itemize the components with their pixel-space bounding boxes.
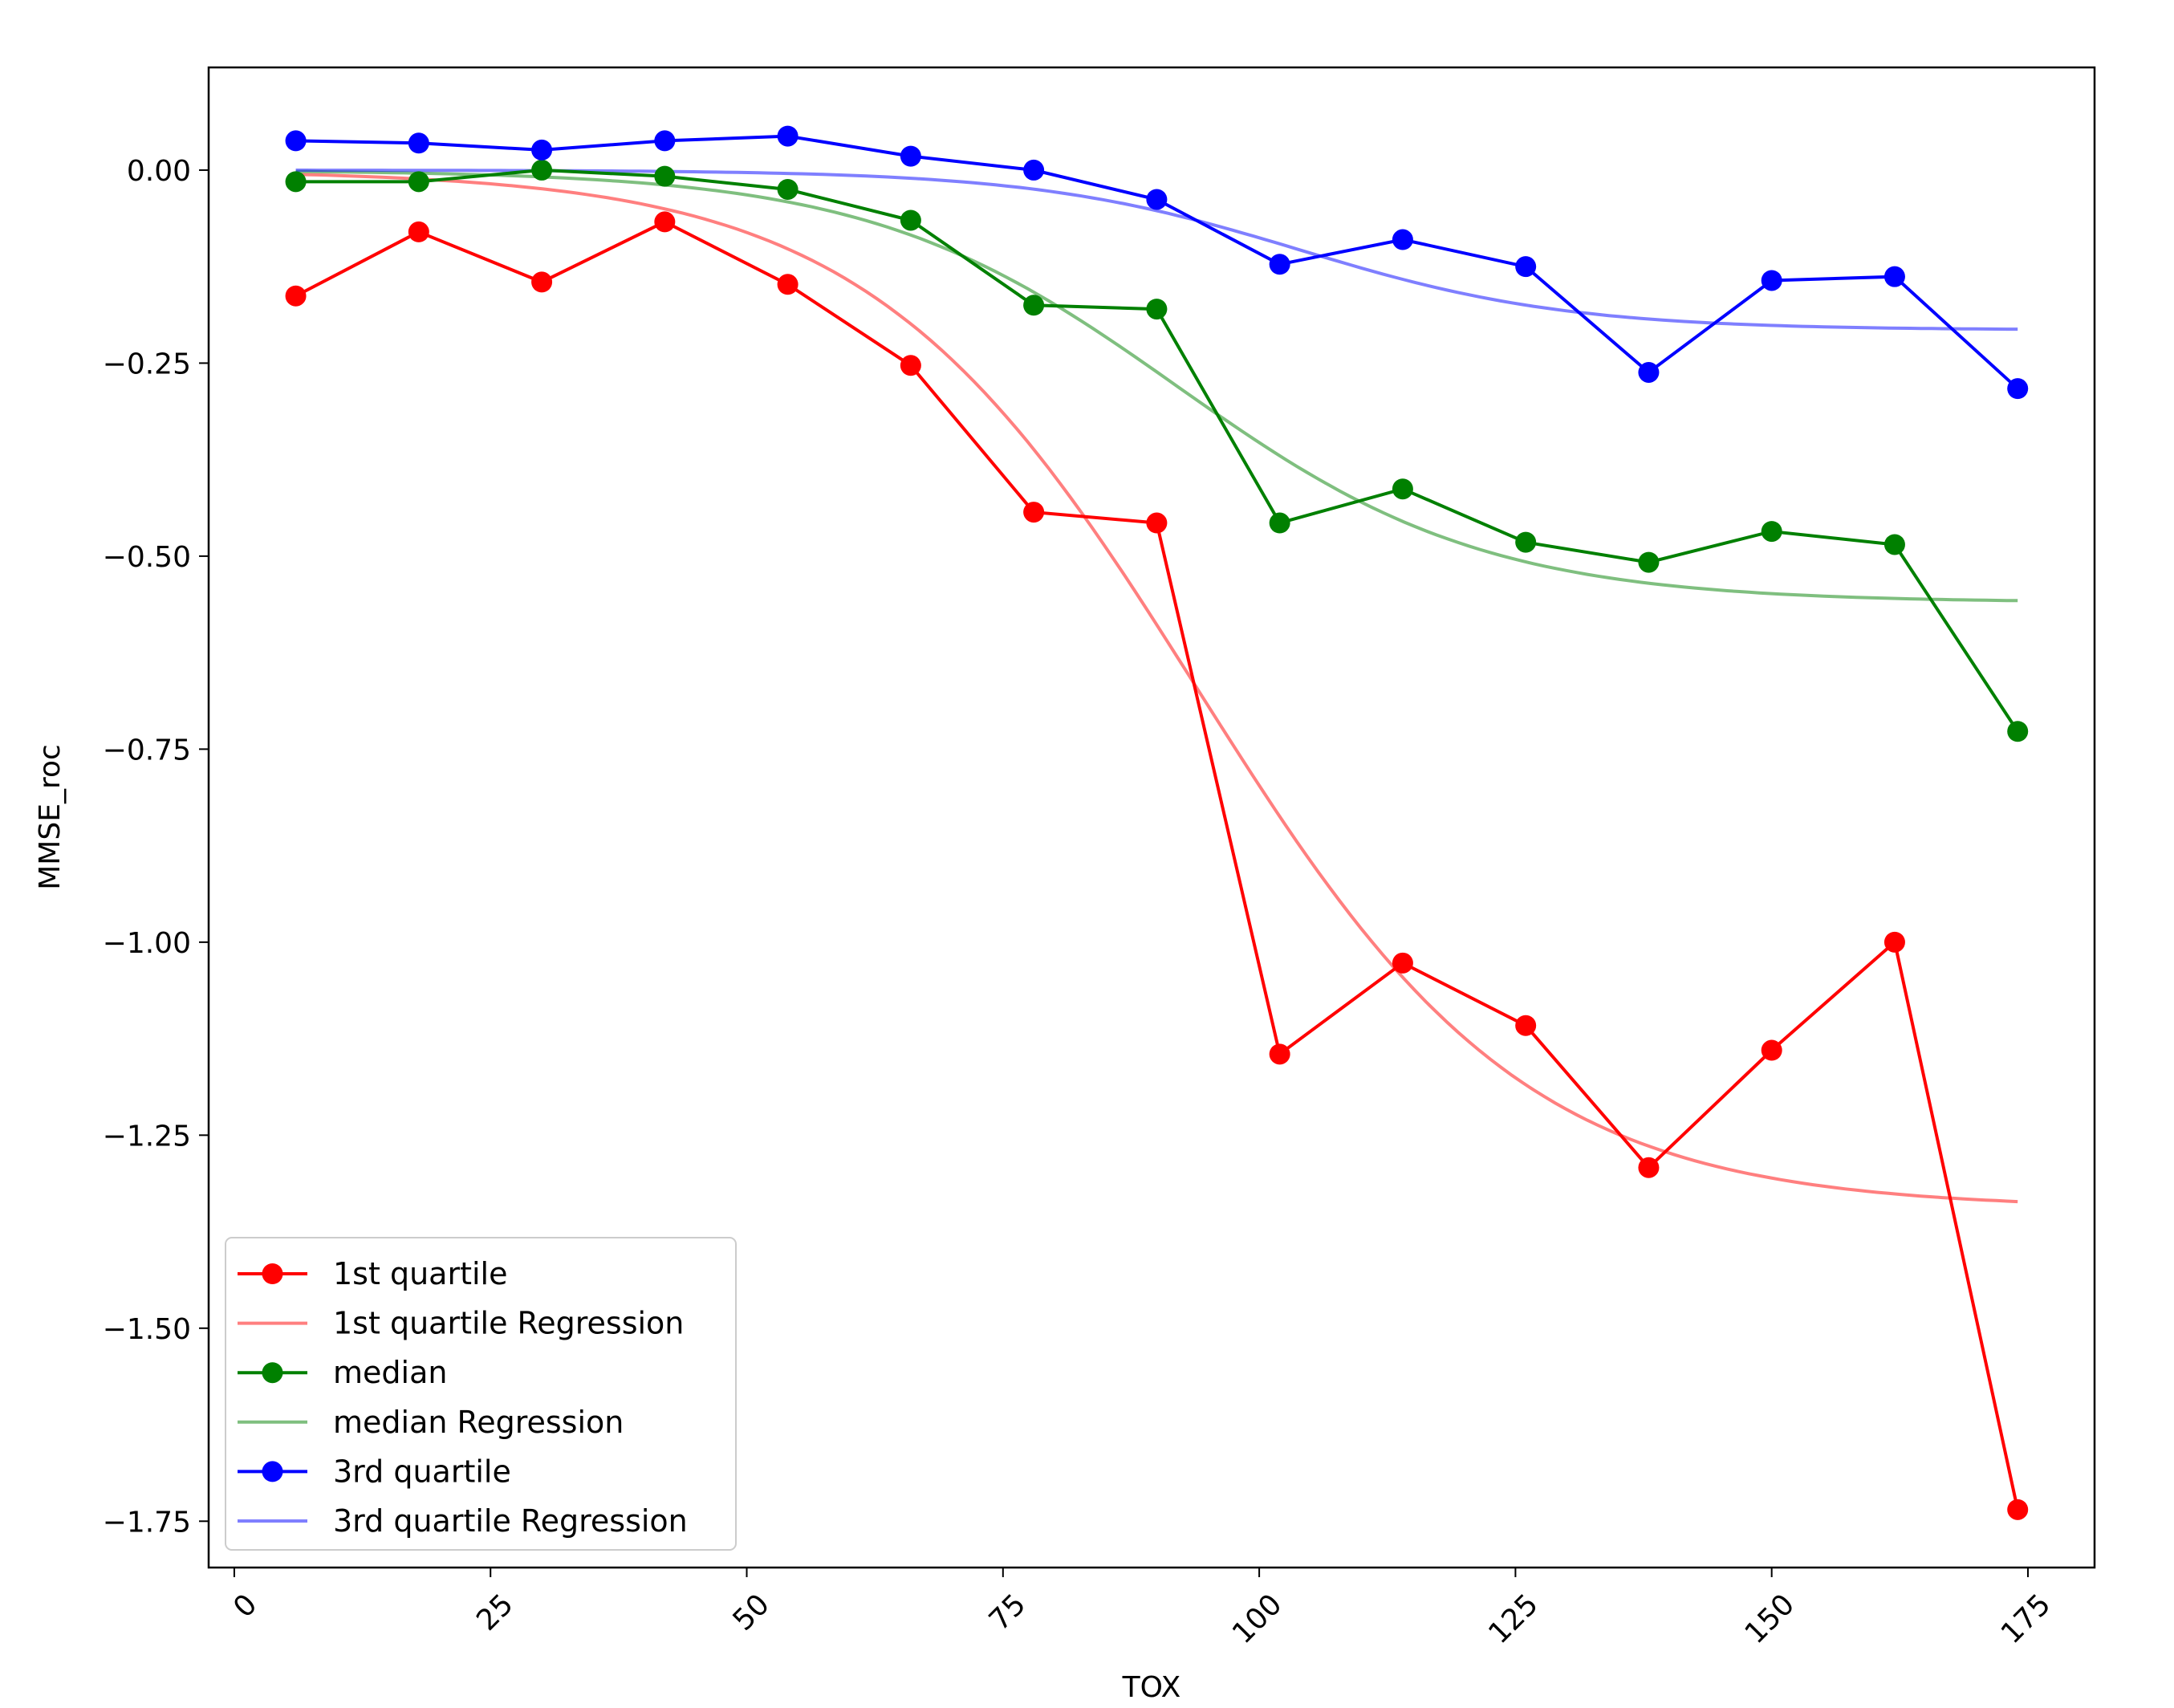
legend-box [225,1237,737,1551]
data-point [1146,189,1168,210]
data-point [1883,931,1905,953]
legend-swatch-marker [262,1362,283,1384]
data-point [654,211,676,233]
plot-frame [207,66,2096,1569]
data-point [900,355,921,376]
data-point [1515,256,1537,278]
data-point [531,139,553,161]
data-point [1392,952,1413,974]
legend-swatch-marker [262,1461,283,1482]
data-point [1392,478,1413,500]
data-point [285,130,307,152]
y-axis: 0.00 −0.25 −0.50 −0.75 −1.00 −1.25 −1.50 −1.75 [103,155,209,1539]
y-tick-label: −1.50 [103,1313,191,1346]
y-tick-label: −1.75 [103,1506,191,1539]
data-point [285,171,307,193]
data-point [2007,721,2029,742]
data-point [1515,1015,1537,1036]
legend-item: 3rd quartile [238,1454,511,1489]
y-tick-label: −1.25 [103,1120,191,1153]
data-point [777,274,798,295]
data-point [408,221,429,242]
data-point [900,209,921,231]
legend-label: 1st quartile Regression [333,1306,684,1341]
y-tick-label: −0.50 [103,541,191,574]
data-point [654,165,676,187]
data-point [777,125,798,147]
series-median [285,159,2029,742]
x-axis-label: TOX [1122,1671,1181,1704]
regression-line [295,169,2018,603]
data-point [1146,299,1168,320]
data-point [654,130,676,152]
data-point [408,132,429,154]
data-point [1023,502,1045,523]
legend-label: median [333,1355,447,1390]
legend-label: 1st quartile [333,1256,507,1291]
legend-label: 3rd quartile Regression [333,1503,688,1539]
data-point [1269,1043,1290,1065]
regression-line [295,173,2018,1204]
data-point [408,171,429,193]
legend-label: median Regression [333,1405,624,1440]
data-point [1146,512,1168,534]
series-layer [285,125,2029,1520]
series-1st-quartile [285,211,2029,1520]
legend-item: 3rd quartile Regression [238,1503,688,1539]
legend-swatch-marker [262,1263,283,1284]
legend-item: 1st quartile Regression [238,1306,684,1341]
data-point [1761,521,1782,543]
y-axis-label: MMSE_roc [34,744,67,890]
y-tick-label: −1.00 [103,927,191,960]
data-point [900,145,921,167]
data-point [1269,254,1290,275]
data-point [1392,229,1413,250]
data-point [2007,378,2029,400]
legend: 1st quartile 1st quartile Regression media… [225,1237,737,1551]
data-point [1023,159,1045,181]
legend-label: 3rd quartile [333,1454,511,1489]
series-median-regression [295,169,2018,603]
legend-item: median [238,1355,447,1390]
data-point [531,271,553,293]
legend-item: 1st quartile [238,1256,507,1291]
data-point [1638,551,1660,573]
series-3rd-quartile [285,125,2029,400]
data-point [1269,512,1290,534]
y-tick-label: 0.00 [127,155,191,188]
data-point [1638,361,1660,383]
data-point [1761,270,1782,291]
data-point [531,159,553,181]
data-point [1638,1157,1660,1178]
data-point [1023,295,1045,316]
series-1st-quartile-regression [295,173,2018,1204]
data-point [1883,266,1905,287]
legend-item: median Regression [238,1405,624,1440]
data-point [777,178,798,200]
y-tick-label: −0.25 [103,348,191,380]
data-point [285,285,307,307]
y-tick-label: −0.75 [103,734,191,767]
data-point [2007,1499,2029,1520]
data-point [1761,1039,1782,1061]
data-point [1515,531,1537,553]
data-point [1883,534,1905,555]
